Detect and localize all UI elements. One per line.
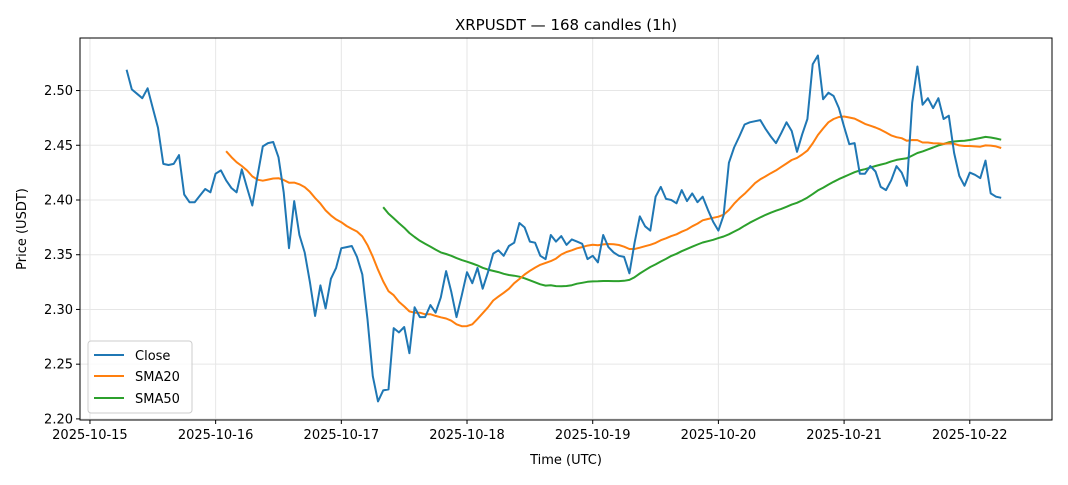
x-tick-label: 2025-10-21 (806, 428, 882, 443)
x-tick-label: 2025-10-22 (932, 428, 1008, 443)
legend-label-sma20: SMA20 (135, 370, 180, 385)
series-lines (125, 54, 1002, 403)
x-tick-label: 2025-10-18 (429, 428, 505, 443)
legend: Close SMA20 SMA50 (87, 340, 193, 414)
y-tick-label: 2.45 (44, 139, 73, 154)
axes-frame (79, 37, 1053, 421)
sma20-line (225, 115, 1002, 328)
y-tick-label: 2.35 (44, 248, 73, 263)
x-tick-label: 2025-10-20 (681, 428, 757, 443)
x-axis-label: Time (UTC) (529, 453, 602, 468)
y-tick-label: 2.50 (44, 84, 73, 99)
x-tick-label: 2025-10-19 (555, 428, 631, 443)
x-tick-label: 2025-10-17 (304, 428, 380, 443)
y-axis-ticks: 2.20 2.25 2.30 2.35 2.40 2.45 2.50 (44, 84, 80, 427)
x-axis-ticks: 2025-10-15 2025-10-16 2025-10-17 2025-10-18… (52, 420, 1008, 443)
legend-box (87, 340, 193, 414)
y-tick-label: 2.40 (44, 193, 73, 208)
close-line (125, 54, 1002, 403)
legend-label-close: Close (135, 349, 170, 364)
y-tick-label: 2.30 (44, 303, 73, 318)
x-tick-label: 2025-10-15 (52, 428, 128, 443)
y-tick-label: 2.25 (44, 358, 73, 373)
sma50-line (382, 135, 1002, 288)
grid (80, 38, 1052, 420)
chart-title: XRPUSDT — 168 candles (1h) (455, 16, 677, 34)
y-axis-label: Price (USDT) (15, 188, 30, 270)
legend-label-sma50: SMA50 (135, 392, 180, 407)
y-tick-label: 2.20 (44, 412, 73, 427)
x-tick-label: 2025-10-16 (178, 428, 254, 443)
